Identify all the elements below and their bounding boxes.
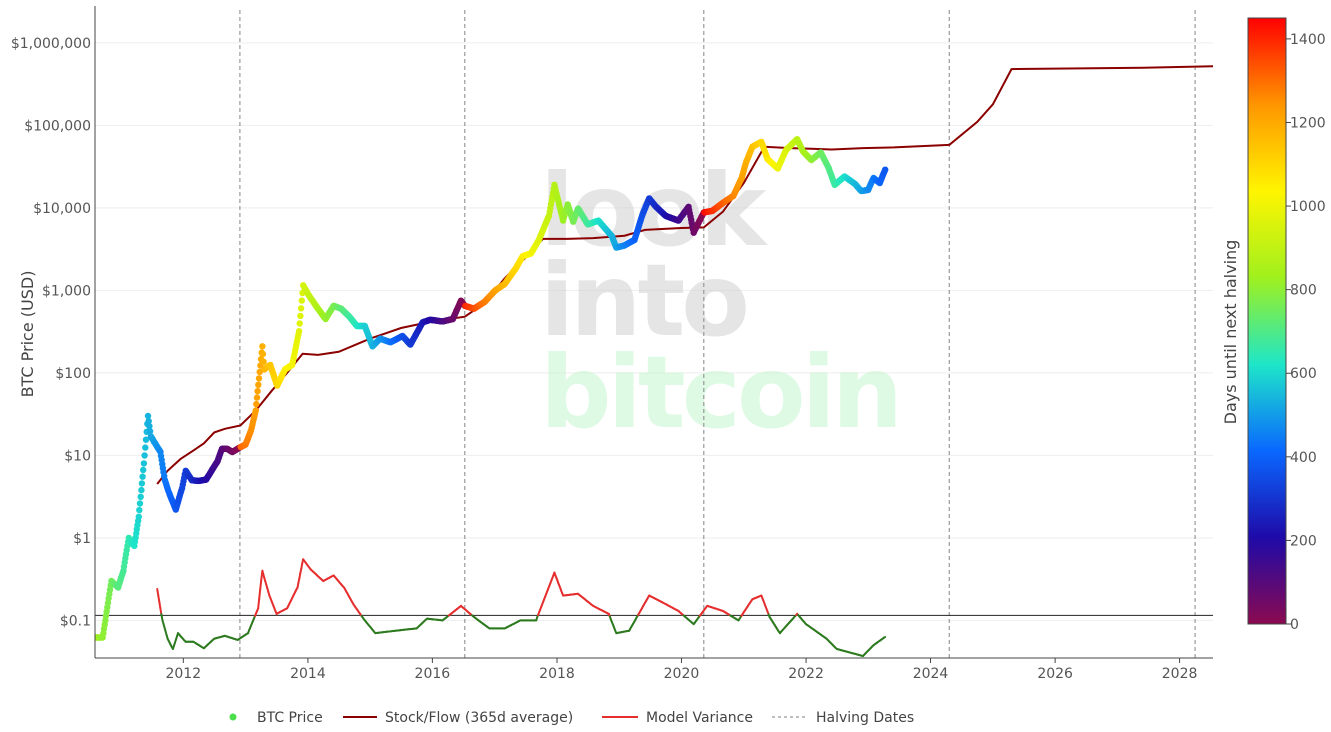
y-tick-label: $100 [55, 366, 91, 382]
watermark: look into bitcoin [540, 152, 903, 451]
legend-label-stock-flow: Stock/Flow (365d average) [385, 710, 573, 726]
y-tick-label: $10 [64, 448, 91, 464]
stock-flow-line [156, 65, 1213, 485]
model-variance-segment [158, 600, 162, 609]
legend-label-model-variance: Model Variance [646, 710, 753, 726]
btc-price-point [252, 407, 259, 414]
btc-price-point [140, 466, 147, 474]
x-tick-label: 2022 [788, 666, 824, 682]
btc-price-point [254, 388, 261, 395]
btc-price-point [253, 400, 260, 408]
legend-label-btc-price: BTC Price [257, 710, 323, 726]
y-tick-label: $1 [73, 531, 91, 547]
colorbar-tick-label: 1000 [1290, 199, 1326, 215]
y-axis-ticks: $1,000,000 $100,000 $10,000 $1,000 $100 $10 $1… [11, 36, 91, 630]
halving-lines [239, 10, 1196, 658]
colorbar-tick-label: 0 [1290, 617, 1299, 633]
btc-price-point [259, 343, 266, 350]
model-variance-series [156, 558, 887, 658]
legend-item-model-variance[interactable]: Model Variance [602, 710, 753, 726]
btc-price-point [142, 436, 150, 443]
btc-price-point [136, 500, 144, 507]
legend-label-halving-dates: Halving Dates [816, 710, 914, 726]
model-variance-segment [258, 588, 262, 600]
btc-price-point [260, 358, 267, 365]
btc-price-point [138, 480, 146, 487]
model-variance-segment [160, 613, 164, 622]
x-tick-label: 2026 [1037, 666, 1073, 682]
btc-price-point [142, 444, 149, 451]
legend-item-btc-price[interactable]: BTC Price [229, 710, 323, 726]
btc-price-point [140, 460, 148, 467]
x-tick-label: 2018 [539, 666, 575, 682]
btc-price-point [141, 452, 148, 459]
y-tick-label: $10,000 [33, 201, 91, 217]
legend-item-halving-dates[interactable]: Halving Dates [772, 710, 914, 726]
legend: BTC Price Stock/Flow (365d average) Mode… [229, 710, 914, 726]
stock-flow-series [156, 65, 1213, 485]
btc-price-point [296, 320, 303, 327]
colorbar-tick-label: 800 [1290, 283, 1317, 299]
btc-price-point [255, 381, 262, 388]
btc-price-point [295, 328, 303, 335]
colorbar-title: Days until next halving [1221, 240, 1240, 425]
colorbar-tick-label: 1400 [1290, 32, 1326, 48]
btc-price-point [253, 394, 261, 401]
plot-area [95, 65, 1213, 658]
btc-price-point [298, 297, 305, 304]
x-tick-label: 2012 [165, 666, 201, 682]
legend-item-stock-flow[interactable]: Stock/Flow (365d average) [343, 710, 573, 726]
x-tick-label: 2028 [1162, 666, 1198, 682]
y-tick-label: $1,000,000 [11, 36, 91, 52]
watermark-bitcoin: bitcoin [540, 334, 899, 451]
btc-price-point [297, 305, 305, 312]
colorbar-tick-label: 600 [1290, 366, 1317, 382]
btc-price-point [138, 486, 145, 494]
btc-price-point [255, 375, 263, 382]
btc-price-point [145, 417, 152, 425]
model-variance-segment [259, 579, 263, 591]
btc-price-point [139, 473, 146, 480]
btc-price-point [146, 423, 153, 430]
colorbar-tick-label: 400 [1290, 450, 1317, 466]
btc-price-point [136, 506, 143, 514]
colorbar-tick-label: 1200 [1290, 115, 1326, 131]
colorbar-gradient [1247, 17, 1287, 625]
y-tick-label: $100,000 [24, 118, 91, 134]
btc-price-point [137, 493, 144, 500]
model-variance-segment [157, 594, 161, 603]
colorbar: 1400 1200 1000 800 600 400 200 0 Days until nex… [1221, 17, 1326, 633]
x-axis-ticks: 2012 2014 2016 2018 2020 2022 2024 2026 2028 [165, 658, 1197, 682]
btc-price-point [144, 412, 152, 420]
model-variance-segment [156, 588, 160, 597]
btc-price-point [146, 428, 154, 435]
model-variance-segment [257, 597, 261, 610]
x-tick-label: 2020 [664, 666, 700, 682]
model-variance-segment [882, 635, 887, 639]
btc-price-point [297, 312, 304, 320]
x-tick-label: 2014 [290, 666, 326, 682]
colorbar-tick-label: 200 [1290, 533, 1317, 549]
btc-price-series [95, 136, 889, 641]
y-tick-label: $0.1 [60, 613, 91, 629]
btc-price-point [135, 513, 142, 520]
y-tick-label: $1,000 [42, 283, 91, 299]
x-tick-label: 2016 [415, 666, 451, 682]
watermark-into: into [540, 242, 746, 359]
y-axis-title: BTC Price (USD) [18, 271, 37, 398]
model-variance-segment [159, 606, 163, 616]
btc-price-point [259, 350, 267, 358]
legend-marker-btc-price [229, 713, 237, 721]
axes [94, 6, 1213, 659]
x-tick-label: 2024 [913, 666, 949, 682]
btc-price-point [882, 166, 889, 173]
colorbar-ticks: 1400 1200 1000 800 600 400 200 0 [1286, 32, 1326, 633]
